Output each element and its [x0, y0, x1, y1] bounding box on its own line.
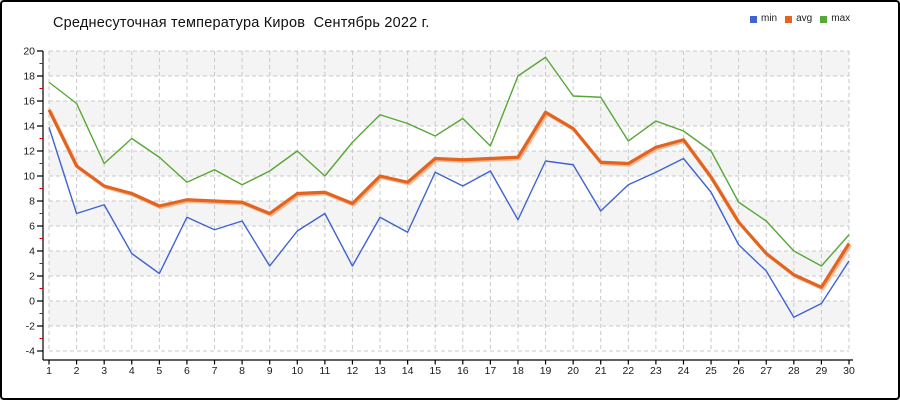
legend-item-min[interactable]: min	[750, 14, 777, 24]
legend-item-max[interactable]: max	[820, 14, 850, 24]
y-tick-label: 20	[23, 46, 35, 58]
x-tick-label: 25	[705, 365, 717, 377]
x-tick-label: 19	[540, 365, 552, 377]
gridlines	[48, 50, 850, 352]
avg-series-line	[47, 109, 851, 289]
x-tick-label: 18	[512, 365, 524, 377]
chart-legend: min avg max	[750, 14, 850, 24]
x-tick-label: 3	[101, 365, 107, 377]
y-tick-label: 14	[23, 121, 35, 133]
x-tick-label: 7	[212, 365, 218, 377]
legend-label-avg: avg	[796, 13, 813, 24]
y-tick-label: 10	[23, 171, 35, 183]
y-tick-label: 6	[29, 221, 35, 233]
plot-band	[49, 51, 849, 76]
legend-swatch-avg-icon	[785, 15, 793, 23]
x-tick-label: 16	[457, 365, 469, 377]
x-tick-label: 14	[402, 365, 414, 377]
y-tick-label: -4	[26, 346, 35, 358]
x-tick-label: 11	[319, 365, 330, 377]
x-tick-label: 5	[156, 365, 162, 377]
x-tick-label: 1	[46, 365, 52, 377]
x-tick-label: 24	[678, 365, 690, 377]
x-tick-label: 13	[374, 365, 386, 377]
x-tick-label: 27	[760, 365, 772, 377]
plot-band	[49, 151, 849, 176]
x-tick-label: 22	[622, 365, 634, 377]
x-tick-label: 21	[595, 365, 607, 377]
legend-label-min: min	[761, 13, 778, 24]
x-tick-label: 6	[184, 365, 190, 377]
y-tick-label: -2	[26, 321, 35, 333]
x-tick-label: 20	[567, 365, 579, 377]
x-tick-label: 8	[239, 365, 245, 377]
y-tick-label: 12	[23, 146, 35, 158]
x-tick-label: 30	[843, 365, 855, 377]
x-tick-label: 2	[74, 365, 80, 377]
legend-swatch-min-icon	[750, 15, 757, 23]
x-tick-label: 4	[129, 365, 135, 377]
x-tick-label: 26	[733, 365, 745, 377]
plot-band	[49, 101, 849, 126]
plot-band	[49, 301, 849, 326]
y-tick-label: 8	[29, 196, 35, 208]
plot-band	[49, 201, 849, 226]
x-tick-label: 29	[816, 365, 828, 377]
x-tick-label: 28	[788, 365, 800, 377]
y-tick-label: 16	[23, 96, 35, 108]
x-tick-label: 23	[650, 365, 662, 377]
y-minor-ticks	[39, 63, 43, 339]
y-tick-label: 18	[23, 71, 35, 83]
x-tick-label: 12	[347, 365, 359, 377]
plot-band	[49, 251, 849, 276]
legend-label-max: max	[831, 13, 851, 24]
y-tick-label: 2	[29, 271, 35, 283]
legend-swatch-max-icon	[820, 15, 828, 23]
legend-item-avg[interactable]: avg	[785, 14, 812, 24]
x-tick-label: 15	[429, 365, 441, 377]
y-tick-label: 4	[29, 246, 35, 258]
max-series-line	[48, 56, 850, 267]
x-tick-label: 17	[485, 365, 497, 377]
x-tick-label: 10	[291, 365, 303, 377]
min-series-line	[48, 127, 850, 318]
y-tick-label: 0	[29, 296, 35, 308]
chart-title: Среднесуточная температура Киров Сентябр…	[53, 15, 430, 31]
x-tick-label: 9	[267, 365, 273, 377]
axes	[37, 50, 853, 365]
